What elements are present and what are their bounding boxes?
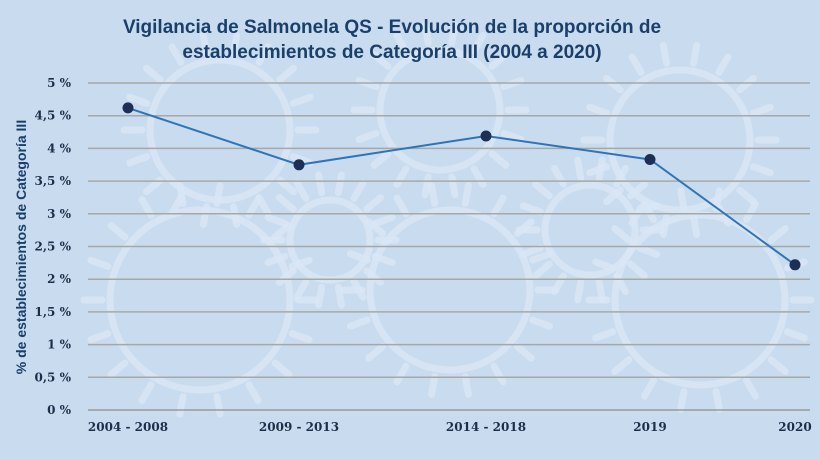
watermark-rays [350, 21, 530, 199]
data-point [480, 130, 492, 142]
y-tick-label: 4,5 % [35, 109, 72, 123]
y-tick-label: 1,5 % [35, 305, 72, 319]
chart-title-line: Vigilancia de Salmonela QS - Evolución d… [123, 17, 661, 38]
y-tick-label: 0 % [47, 403, 72, 417]
watermark-sun [376, 46, 504, 174]
x-tick-label: 2004 - 2008 [88, 420, 168, 434]
y-tick-label: 2 % [47, 272, 72, 286]
watermark-sun [146, 56, 294, 204]
watermark-sun [541, 181, 639, 279]
y-tick-label: 2,5 % [35, 240, 72, 254]
watermark-sun [106, 206, 294, 394]
y-tick-label: 4 % [47, 141, 72, 155]
x-tick-label: 2014 - 2018 [446, 420, 526, 434]
watermark-sun [286, 196, 374, 284]
watermark-sun [606, 66, 754, 214]
y-tick-label: 1 % [47, 338, 72, 352]
data-point [644, 154, 656, 165]
watermark-rays [585, 187, 815, 413]
y-tick-label: 3,5 % [35, 174, 72, 188]
chart-title-line: establecimientos de Categoría III (2004 … [182, 42, 601, 63]
data-point [122, 102, 134, 114]
watermark-pattern [80, 21, 815, 418]
y-axis-label: % de establecimientos de Categoría III [13, 120, 29, 374]
x-tick-label: 2019 [633, 420, 666, 434]
data-point [789, 259, 801, 271]
watermark-rays [260, 171, 400, 309]
y-tick-label: 5 % [47, 76, 72, 90]
x-tick-label: 2009 - 2013 [259, 420, 339, 434]
watermark-rays [340, 182, 560, 398]
data-point [293, 159, 305, 171]
watermark-rays [120, 31, 320, 229]
series-line [127, 106, 796, 266]
watermark-sun [366, 206, 534, 374]
y-tick-label: 0,5 % [35, 370, 72, 384]
x-tick-label: 2020 [778, 420, 811, 434]
y-tick-label: 3 % [47, 207, 72, 221]
watermark-sun [611, 211, 789, 389]
